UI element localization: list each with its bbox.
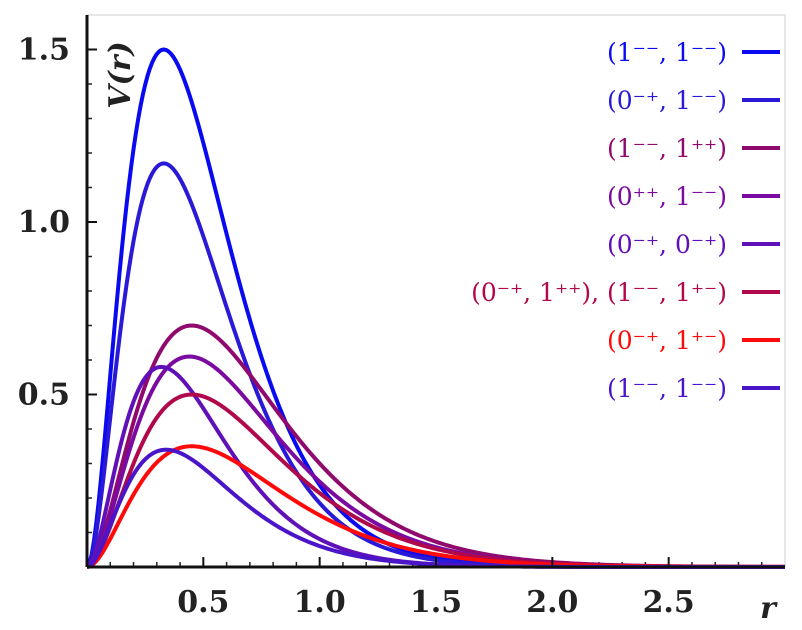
x-tick-label: 1.5 xyxy=(410,585,462,620)
series-line xyxy=(85,47,785,569)
y-tick-label: 1.5 xyxy=(18,33,70,68)
x-axis-label: r xyxy=(760,591,778,626)
x-tick-label: 2.0 xyxy=(526,585,578,620)
x-tick-label: 0.5 xyxy=(177,585,229,620)
legend-label: (0⁻⁺, 1⁺⁺), (1⁻⁻, 1⁺⁻) xyxy=(471,278,727,307)
series-line xyxy=(85,161,785,569)
x-tick-label: 2.5 xyxy=(643,585,695,620)
legend-label: (1⁻⁻, 1⁻⁻) xyxy=(607,374,727,403)
y-axis-label: V(r) xyxy=(103,41,138,108)
y-tick-label: 1.0 xyxy=(18,205,70,240)
legend-label: (1⁻⁻, 1⁺⁺) xyxy=(607,134,727,163)
legend-label: (0⁻⁺, 1⁺⁻) xyxy=(607,326,727,355)
legend: (1⁻⁻, 1⁻⁻) (0⁻⁺, 1⁻⁻) (1⁻⁻, 1⁺⁺) (0⁺⁺, 1⁻⁻)… xyxy=(471,38,780,403)
legend-label: (0⁻⁺, 0⁻⁺) xyxy=(607,230,727,259)
y-tick-label: 0.5 xyxy=(18,378,70,413)
x-ticks: 0.5 1.0 1.5 2.0 2.5 xyxy=(177,557,695,620)
y-ticks: 0.5 1.0 1.5 xyxy=(18,33,97,413)
legend-label: (1⁻⁻, 1⁻⁻) xyxy=(607,38,727,67)
legend-label: (0⁺⁺, 1⁻⁻) xyxy=(607,182,727,211)
legend-label: (0⁻⁺, 1⁻⁻) xyxy=(607,86,727,115)
series-curves xyxy=(85,47,786,569)
x-tick-label: 1.0 xyxy=(294,585,346,620)
